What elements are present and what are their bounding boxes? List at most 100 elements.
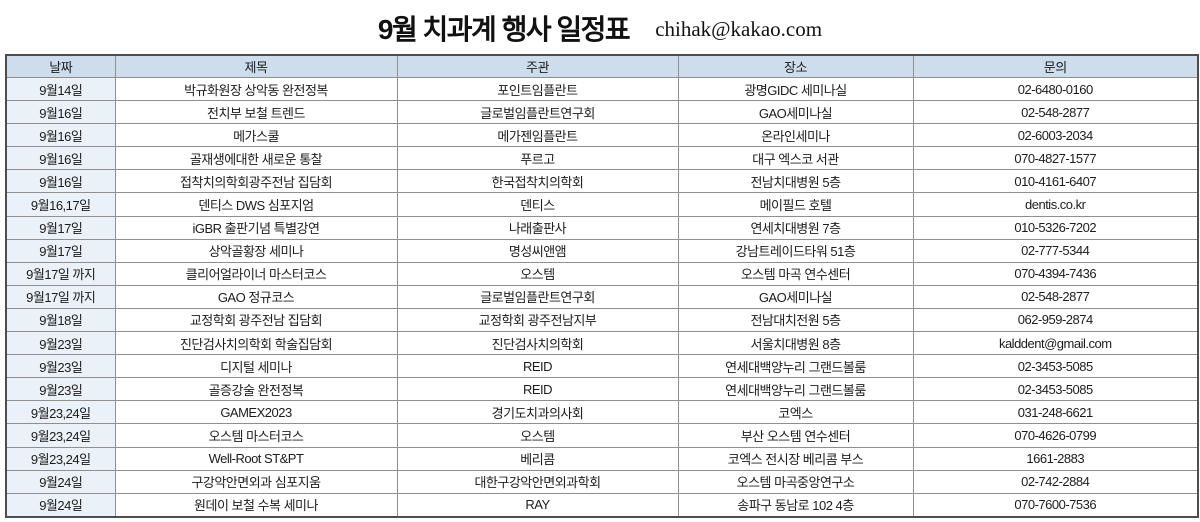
table-cell-title: Well-Root ST&PT (114, 446, 398, 471)
table-cell-date: 9월24일 (5, 492, 116, 518)
page-header: 9월 치과계 행사 일정표 chihak@kakao.com (0, 0, 1200, 54)
col-header-venue: 장소 (677, 54, 914, 78)
table-cell-venue: GAO세미나실 (677, 284, 914, 309)
table-cell-date: 9월16일 (5, 169, 116, 194)
schedule-table: 날짜 제목 주관 장소 문의 9월14일 박규화원장 상악동 완전정복 포인트임플란… (5, 54, 1199, 518)
table-cell-venue: 서울치대병원 8층 (677, 331, 914, 356)
table-cell-contact: kalddent@gmail.com (912, 331, 1199, 356)
table-cell-organizer: 명성씨앤앰 (396, 238, 679, 263)
table-cell-organizer: 오스템 (396, 261, 679, 286)
table-cell-contact: 02-3453-5085 (912, 354, 1199, 379)
table-row: 9월17일 iGBR 출판기념 특별강연 나래출판사 연세치대병원 7층 010-532… (5, 215, 1199, 240)
contact-email: chihak@kakao.com (655, 16, 823, 41)
table-header-row: 날짜 제목 주관 장소 문의 (5, 54, 1199, 78)
table-cell-contact: 031-248-6621 (912, 400, 1199, 425)
table-cell-title: GAO 정규코스 (114, 284, 398, 309)
table-cell-venue: GAO세미나실 (677, 100, 914, 125)
table-cell-venue: 전남치대병원 5층 (677, 169, 914, 194)
table-cell-title: 상악골황장 세미나 (114, 238, 398, 263)
table-cell-date: 9월17일 까지 (5, 261, 116, 286)
table-cell-title: 교정학회 광주전남 집담회 (114, 307, 398, 333)
table-cell-date: 9월18일 (5, 307, 116, 333)
table-row: 9월16일 메가스쿨 메가젠임플란트 온라인세미나 02-6003-2034 (5, 123, 1199, 148)
table-row: 9월23,24일 GAMEX2023 경기도치과의사회 코엑스 031-248-6621 (5, 400, 1199, 425)
table-row: 9월16일 전치부 보철 트렌드 글로벌임플란트연구회 GAO세미나실 02-548-2… (5, 100, 1199, 125)
table-cell-contact: 070-4827-1577 (912, 146, 1199, 171)
table-cell-venue: 강남트레이드타워 51층 (677, 238, 914, 263)
table-cell-organizer: 진단검사치의학회 (396, 331, 679, 356)
table-cell-venue: 연세치대병원 7층 (677, 215, 914, 240)
table-cell-organizer: 메가젠임플란트 (396, 123, 679, 148)
table-cell-contact: 070-7600-7536 (912, 492, 1199, 518)
table-cell-venue: 온라인세미나 (677, 123, 914, 148)
table-cell-contact: 010-4161-6407 (912, 169, 1199, 194)
col-header-date: 날짜 (5, 54, 116, 78)
table-row: 9월14일 박규화원장 상악동 완전정복 포인트임플란트 광명GIDC 세미나실 02-… (5, 76, 1199, 102)
table-cell-contact: 062-959-2874 (912, 307, 1199, 333)
table-cell-date: 9월16일 (5, 146, 116, 171)
table-cell-organizer: RAY (396, 492, 679, 518)
table-cell-contact: 02-3453-5085 (912, 377, 1199, 402)
table-cell-date: 9월14일 (5, 76, 116, 102)
table-cell-title: GAMEX2023 (114, 400, 398, 425)
table-cell-contact: 02-548-2877 (912, 100, 1199, 125)
table-cell-organizer: 대한구강악안면외과학회 (396, 469, 679, 494)
table-cell-title: 골재생에대한 새로운 통찰 (114, 146, 398, 171)
table-cell-contact: 070-4394-7436 (912, 261, 1199, 286)
table-row: 9월16일 골재생에대한 새로운 통찰 푸르고 대구 엑스코 서관 070-4827-1… (5, 146, 1199, 171)
table-row: 9월17일 까지 GAO 정규코스 글로벌임플란트연구회 GAO세미나실 02-548-… (5, 284, 1199, 309)
table-cell-date: 9월17일 (5, 238, 116, 263)
table-cell-venue: 연세대백양누리 그랜드볼룸 (677, 354, 914, 379)
table-cell-venue: 전남대치전원 5층 (677, 307, 914, 333)
table-cell-title: 박규화원장 상악동 완전정복 (114, 76, 398, 102)
table-cell-venue: 대구 엑스코 서관 (677, 146, 914, 171)
table-cell-organizer: 경기도치과의사회 (396, 400, 679, 425)
table-row: 9월23,24일 오스템 마스터코스 오스템 부산 오스템 연수센터 070-4626-… (5, 423, 1199, 448)
table-row: 9월18일 교정학회 광주전남 집담회 교정학회 광주전남지부 전남대치전원 5층 06… (5, 307, 1199, 333)
table-cell-contact: 02-777-5344 (912, 238, 1199, 263)
table-cell-organizer: REID (396, 377, 679, 402)
table-cell-organizer: 글로벌임플란트연구회 (396, 284, 679, 309)
table-cell-organizer: 오스템 (396, 423, 679, 448)
table-cell-title: 원데이 보철 수복 세미나 (114, 492, 398, 518)
table-row: 9월23일 진단검사치의학회 학술집담회 진단검사치의학회 서울치대병원 8층 kald… (5, 331, 1199, 356)
table-cell-organizer: 포인트임플란트 (396, 76, 679, 102)
table-cell-venue: 연세대백양누리 그랜드볼룸 (677, 377, 914, 402)
table-cell-organizer: 푸르고 (396, 146, 679, 171)
table-row: 9월16일 접착치의학회광주전남 집담회 한국접착치의학회 전남치대병원 5층 010-… (5, 169, 1199, 194)
table-cell-organizer: 덴티스 (396, 192, 679, 217)
table-cell-contact: 02-6003-2034 (912, 123, 1199, 148)
table-cell-title: 메가스쿨 (114, 123, 398, 148)
col-header-organizer: 주관 (396, 54, 679, 78)
table-cell-title: 클리어얼라이너 마스터코스 (114, 261, 398, 286)
page-title: 9월 치과계 행사 일정표 (377, 14, 631, 45)
table-row: 9월23일 골증강술 완전정복 REID 연세대백양누리 그랜드볼룸 02-3453-5… (5, 377, 1199, 402)
table-cell-venue: 코엑스 (677, 400, 914, 425)
table-cell-venue: 오스템 마곡중앙연구소 (677, 469, 914, 494)
table-cell-date: 9월23일 (5, 354, 116, 379)
table-cell-date: 9월17일 까지 (5, 284, 116, 309)
table-cell-organizer: 글로벌임플란트연구회 (396, 100, 679, 125)
table-cell-title: 구강악안면외과 심포지움 (114, 469, 398, 494)
table-cell-date: 9월24일 (5, 469, 116, 494)
table-cell-title: 오스템 마스터코스 (114, 423, 398, 448)
table-row: 9월17일 까지 클리어얼라이너 마스터코스 오스템 오스템 마곡 연수센터 070-4… (5, 261, 1199, 286)
table-cell-contact: 070-4626-0799 (912, 423, 1199, 448)
table-cell-title: iGBR 출판기념 특별강연 (114, 215, 398, 240)
table-row: 9월17일 상악골황장 세미나 명성씨앤앰 강남트레이드타워 51층 02-777-53… (5, 238, 1199, 263)
table-cell-venue: 송파구 동남로 102 4층 (677, 492, 914, 518)
table-cell-venue: 광명GIDC 세미나실 (677, 76, 914, 102)
table-cell-title: 골증강술 완전정복 (114, 377, 398, 402)
table-cell-organizer: 교정학회 광주전남지부 (396, 307, 679, 333)
table-row: 9월23,24일 Well-Root ST&PT 베리콤 코엑스 전시장 베리콤 부스… (5, 446, 1199, 471)
table-cell-title: 덴티스 DWS 심포지엄 (114, 192, 398, 217)
col-header-title: 제목 (114, 54, 398, 78)
table-row: 9월23일 디지털 세미나 REID 연세대백양누리 그랜드볼룸 02-3453-508… (5, 354, 1199, 379)
table-cell-date: 9월16,17일 (5, 192, 116, 217)
table-body: 9월14일 박규화원장 상악동 완전정복 포인트임플란트 광명GIDC 세미나실 02-… (5, 76, 1199, 518)
table-cell-title: 디지털 세미나 (114, 354, 398, 379)
table-row: 9월16,17일 덴티스 DWS 심포지엄 덴티스 메이필드 호텔 dentis.co.… (5, 192, 1199, 217)
table-cell-date: 9월16일 (5, 100, 116, 125)
table-cell-venue: 코엑스 전시장 베리콤 부스 (677, 446, 914, 471)
table-cell-title: 접착치의학회광주전남 집담회 (114, 169, 398, 194)
